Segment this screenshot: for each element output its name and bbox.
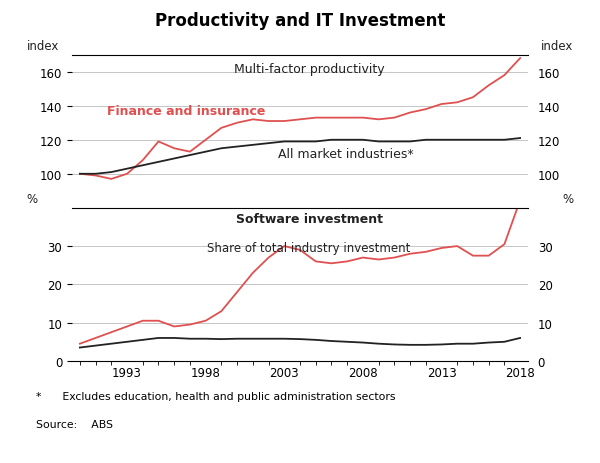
Text: index: index [541,39,574,52]
Text: %: % [26,192,38,205]
Text: Share of total industry investment: Share of total industry investment [208,242,411,255]
Text: *      Excludes education, health and public administration sectors: * Excludes education, health and public … [36,391,395,401]
Text: Multi-factor productivity: Multi-factor productivity [234,63,385,76]
Text: Source:    ABS: Source: ABS [36,419,113,429]
Text: %: % [562,192,574,205]
Text: Software investment: Software investment [236,213,383,226]
Text: index: index [26,39,59,52]
Text: Finance and insurance: Finance and insurance [107,105,265,118]
Text: All market industries*: All market industries* [278,147,413,160]
Text: Productivity and IT Investment: Productivity and IT Investment [155,12,445,30]
